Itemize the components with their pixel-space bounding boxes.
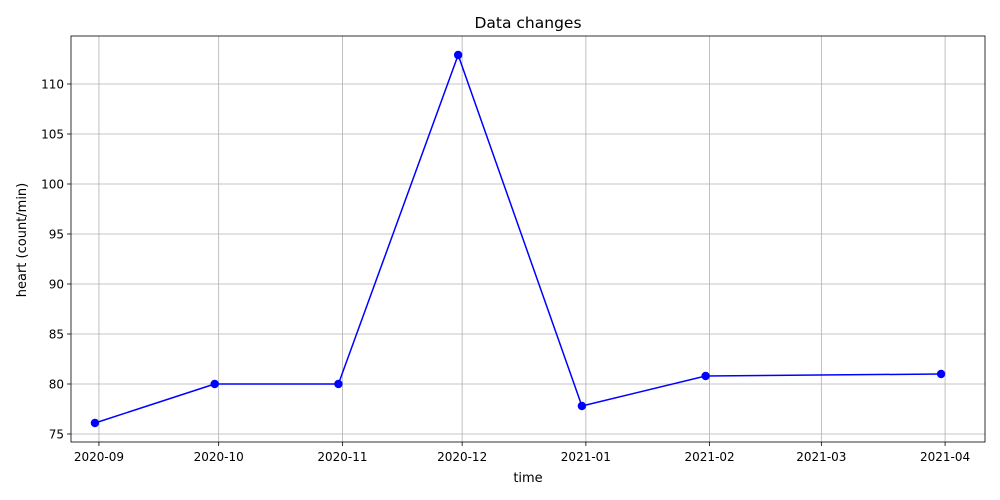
y-tick-label: 90 — [49, 277, 64, 291]
plot-frame — [70, 35, 986, 443]
y-axis-label: heart (count/min) — [15, 183, 30, 298]
x-axis-label: time — [513, 471, 542, 486]
x-tick-label: 2020-10 — [194, 450, 244, 464]
data-point — [453, 50, 463, 60]
x-tick-label: 2021-01 — [561, 450, 611, 464]
data-point — [701, 371, 710, 381]
x-tick-label: 2020-11 — [317, 450, 367, 464]
x-tick-label: 2020-12 — [437, 450, 487, 464]
x-tick-label: 2020-09 — [74, 450, 124, 464]
grid — [71, 36, 985, 442]
chart-title: Data changes — [474, 14, 581, 32]
x-axis-ticks: 2020-09 2020-10 2020-11 2020-12 2021-01 2021-… — [74, 442, 970, 464]
data-point — [577, 401, 587, 411]
data-point — [90, 418, 100, 428]
x-tick-label: 2021-03 — [796, 450, 846, 464]
x-tick-label: 2021-04 — [920, 450, 970, 464]
x-tick-label: 2021-02 — [685, 450, 735, 464]
y-tick-label: 105 — [41, 127, 64, 141]
y-tick-label: 100 — [41, 177, 64, 191]
y-tick-label: 75 — [49, 427, 64, 441]
data-point — [936, 369, 946, 379]
y-tick-label: 80 — [49, 377, 64, 391]
y-tick-label: 95 — [49, 227, 64, 241]
series-layer — [90, 50, 946, 428]
y-tick-label: 110 — [41, 77, 64, 91]
y-axis-ticks: 75 80 85 90 95 100 105 110 — [41, 77, 71, 441]
data-point — [210, 379, 219, 389]
y-tick-label: 85 — [49, 327, 64, 341]
data-point — [334, 379, 343, 389]
